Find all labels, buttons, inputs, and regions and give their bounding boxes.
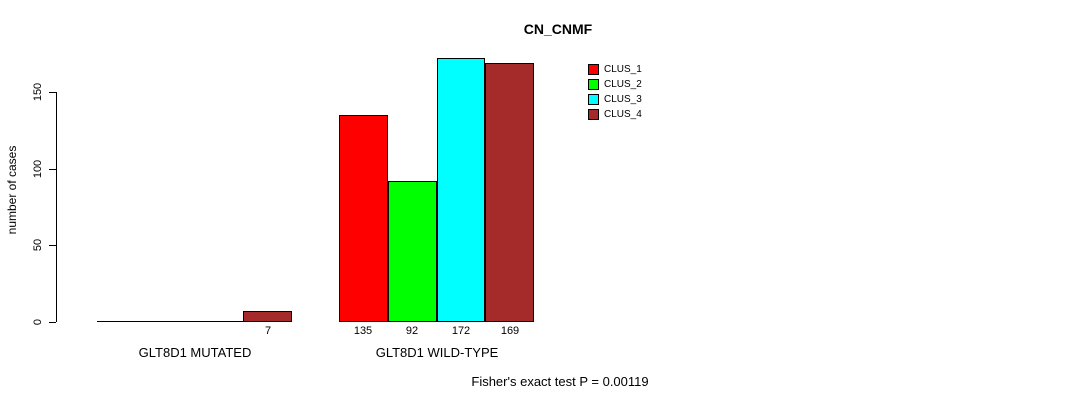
bar-clus_3-group1	[195, 321, 243, 322]
legend-label: CLUS_1	[604, 63, 642, 75]
legend-label: CLUS_2	[604, 78, 642, 90]
y-axis-tick-label: 0	[32, 318, 44, 326]
category-label: GLT8D1 WILD-TYPE	[375, 345, 499, 360]
legend-swatch-clus_4	[588, 108, 599, 120]
legend-item: CLUS_2	[588, 78, 642, 90]
bar-clus_1-group2	[339, 115, 388, 322]
bar-clus_4-group2	[485, 63, 534, 322]
legend-item: CLUS_1	[588, 63, 642, 75]
y-axis-tick	[49, 245, 56, 246]
bar-clus_2-group1	[146, 321, 195, 322]
bar-value-label: 7	[264, 325, 272, 337]
annotation-text: Fisher's exact test P = 0.00119	[471, 374, 649, 389]
legend-label: CLUS_3	[604, 93, 642, 105]
y-axis-tick	[49, 92, 56, 93]
legend-item: CLUS_3	[588, 93, 642, 105]
bar-value-label: 92	[405, 325, 419, 337]
bar-value-label: 135	[353, 325, 373, 337]
y-axis-tick	[49, 169, 56, 170]
bar-clus_4-group1	[243, 311, 292, 322]
chart-title: CN_CNMF	[523, 21, 593, 37]
bar-clus_1-group1	[97, 321, 146, 322]
bar-value-label: 169	[500, 325, 520, 337]
y-axis-line	[56, 92, 57, 322]
bar-clus_2-group2	[388, 181, 437, 322]
legend-item: CLUS_4	[588, 108, 642, 120]
bar-clus_3-group2	[437, 58, 485, 322]
legend-label: CLUS_4	[604, 108, 642, 120]
category-label: GLT8D1 MUTATED	[138, 345, 252, 360]
legend-swatch-clus_1	[588, 63, 599, 75]
y-axis-tick-label: 100	[32, 159, 44, 179]
y-axis-tick-label: 50	[32, 238, 44, 252]
legend-swatch-clus_3	[588, 93, 599, 105]
y-axis-tick	[49, 322, 56, 323]
legend-swatch-clus_2	[588, 78, 599, 90]
y-axis-label: number of cases	[5, 145, 19, 235]
y-axis-tick-label: 150	[32, 82, 44, 102]
bar-value-label: 172	[451, 325, 471, 337]
